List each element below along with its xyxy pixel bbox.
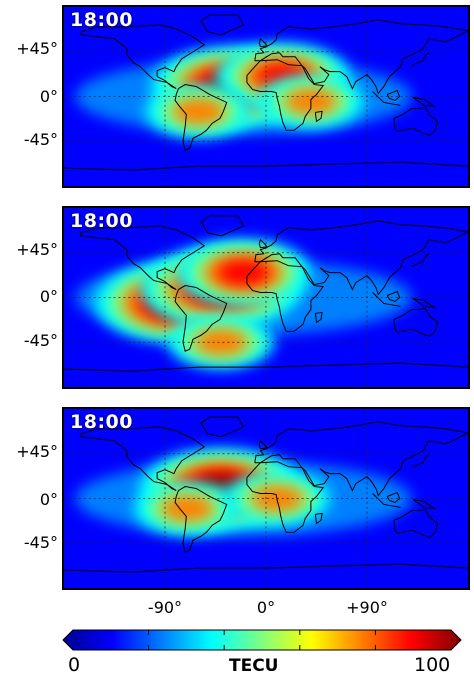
coastline <box>254 220 468 296</box>
coastline <box>64 362 468 372</box>
colorbar <box>62 629 462 651</box>
y-tick-label: +45° <box>16 442 58 461</box>
y-tick-label: 0° <box>39 87 58 106</box>
coastline <box>314 311 323 324</box>
map-panel-1: 18:00 <box>62 5 470 188</box>
coastline <box>200 14 245 36</box>
colorbar-body <box>62 629 462 651</box>
coastline <box>174 486 228 553</box>
colorbar-title: TECU <box>229 656 279 676</box>
map-panel-3: 18:00 <box>62 407 470 590</box>
tec-hotspot <box>217 259 270 286</box>
tec-map-2 <box>64 208 468 387</box>
x-tick-label: 0° <box>256 598 276 617</box>
coastline <box>386 491 401 504</box>
coastline <box>314 110 323 123</box>
coastline <box>200 416 245 438</box>
time-label-1: 18:00 <box>70 9 133 31</box>
coastline <box>64 161 468 171</box>
coastline <box>411 253 430 268</box>
coastline <box>174 285 228 352</box>
coastline <box>80 225 206 290</box>
coastline <box>258 37 269 48</box>
coastline <box>258 238 269 249</box>
coastline <box>386 290 401 303</box>
coastline <box>412 298 437 309</box>
coastline <box>412 499 437 510</box>
y-tick-label: 0° <box>39 287 58 306</box>
coastline <box>246 59 325 131</box>
coastline <box>386 89 401 102</box>
time-label-3: 18:00 <box>70 411 133 433</box>
tec-map-1 <box>64 7 468 186</box>
coastline <box>258 439 269 450</box>
time-label-2: 18:00 <box>70 210 133 232</box>
y-tick-label: -45° <box>23 331 58 350</box>
y-tick-label: -45° <box>23 130 58 149</box>
x-tick-label: -90° <box>147 598 183 617</box>
coastline <box>314 512 323 525</box>
tec-map-3 <box>64 409 468 588</box>
coastline <box>372 493 401 508</box>
coastline <box>393 106 439 136</box>
coastline <box>372 91 401 106</box>
tec-hotspot <box>195 329 247 355</box>
y-tick-label: 0° <box>39 490 58 509</box>
coastline <box>246 461 325 533</box>
coastline <box>411 52 430 67</box>
coastline <box>246 260 325 332</box>
tec-hotspot <box>161 495 214 522</box>
map-panel-2: 18:00 <box>62 206 470 389</box>
coastline <box>80 426 206 491</box>
y-tick-label: +45° <box>16 240 58 259</box>
coastline <box>372 292 401 307</box>
coastline <box>393 508 439 538</box>
coastline <box>80 24 206 89</box>
coastline <box>254 19 468 95</box>
coastline <box>64 563 468 573</box>
y-tick-label: +45° <box>16 39 58 58</box>
y-tick-label: -45° <box>23 533 58 552</box>
coastline <box>393 307 439 337</box>
coastline <box>412 97 437 108</box>
colorbar-max-label: 100 <box>414 654 451 676</box>
coastline <box>200 215 245 237</box>
coastline <box>254 421 468 497</box>
coastline <box>411 454 430 469</box>
colorbar-min-label: 0 <box>68 654 81 676</box>
x-tick-label: +90° <box>346 598 388 617</box>
coastline <box>174 84 228 151</box>
